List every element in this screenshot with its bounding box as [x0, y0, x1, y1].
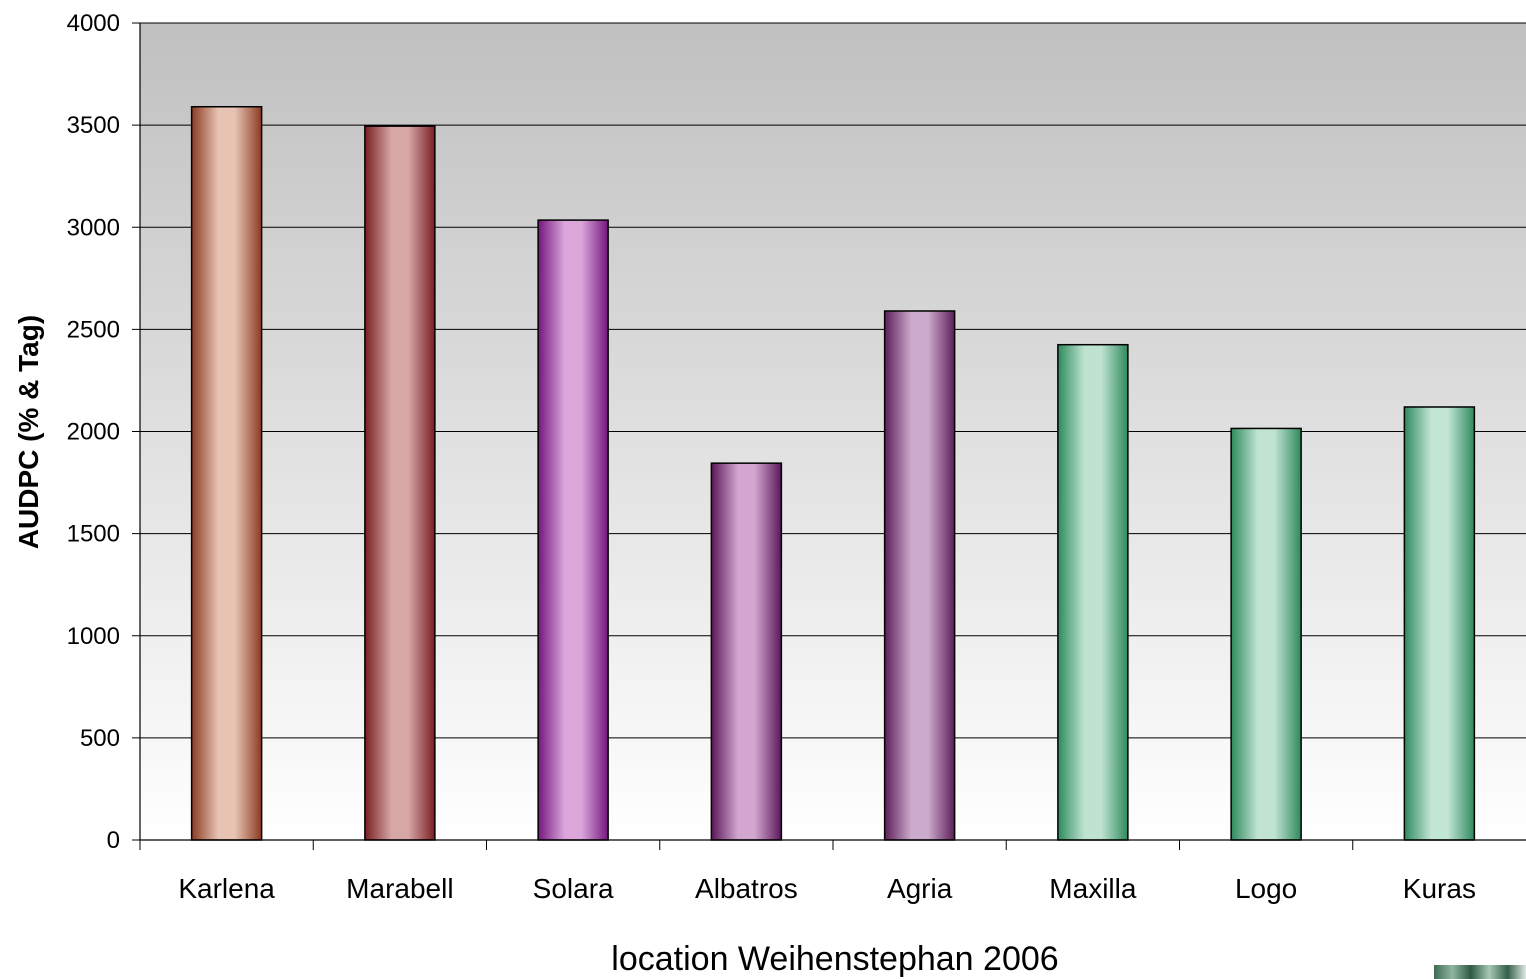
y-tick-label: 4000 [67, 10, 120, 37]
bar-solara [537, 219, 609, 841]
y-tick-label: 3000 [67, 214, 120, 241]
x-tick-label: Kuras [1403, 873, 1476, 904]
x-tick-label: Karlena [178, 873, 275, 904]
bar-kuras [1403, 406, 1476, 841]
bar-karlena [190, 105, 263, 841]
y-tick-label: 1500 [67, 521, 120, 548]
x-tick-label: Albatros [695, 873, 798, 904]
y-tick-labels: 0 500 1000 1500 2000 2500 3000 3500 4000 [67, 10, 120, 854]
bar-albatros [710, 462, 783, 841]
bars [190, 105, 1476, 841]
axes [132, 22, 1526, 850]
x-tick-label: Maxilla [1049, 873, 1137, 904]
y-tick-label: 1000 [67, 623, 120, 650]
y-tick-label: 3500 [67, 112, 120, 139]
bar-marabell [364, 125, 436, 841]
x-tick-label: Marabell [346, 873, 453, 904]
bar-logo [1230, 427, 1302, 841]
y-tick-label: 2000 [67, 419, 120, 446]
y-tick-label: 500 [80, 725, 120, 752]
bar-agria [883, 310, 956, 841]
bar-maxilla [1057, 343, 1129, 841]
y-tick-label: 2500 [67, 316, 120, 343]
x-tick-labels: Karlena Marabell Solara Albatros Agria Maxill… [178, 873, 1476, 904]
x-tick-label: Logo [1235, 873, 1297, 904]
x-tick-label: Solara [533, 873, 614, 904]
y-axis-label: AUDPC (% & Tag) [13, 315, 44, 549]
x-axis-label: location Weihenstephan 2006 [611, 940, 1058, 978]
corner-logo [1434, 965, 1526, 979]
x-tick-label: Agria [887, 873, 953, 904]
y-tick-label: 0 [107, 827, 120, 854]
